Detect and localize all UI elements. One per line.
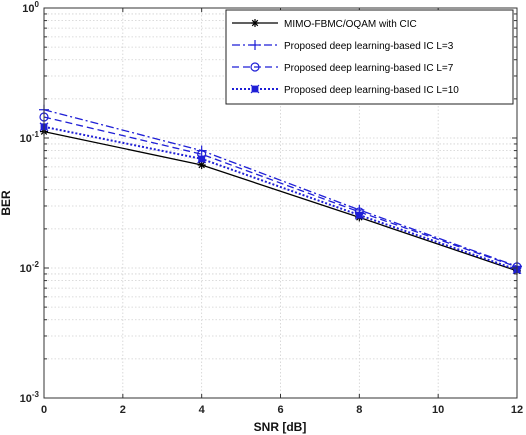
x-tick-label: 8 xyxy=(356,404,362,416)
legend-label: MIMO-FBMC/OQAM with CIC xyxy=(284,19,417,30)
data-point-marker xyxy=(250,40,260,50)
legend-item: Proposed deep learning-based IC L=10 xyxy=(232,84,459,96)
legend-label: Proposed deep learning-based IC L=3 xyxy=(284,41,454,52)
y-tick-base: 10 xyxy=(20,263,32,275)
y-tick-label: 100 xyxy=(22,0,39,15)
legend-item: Proposed deep learning-based IC L=7 xyxy=(232,62,454,74)
y-tick-base: 10 xyxy=(22,3,34,15)
y-tick-base: 10 xyxy=(20,393,32,405)
series-line xyxy=(43,130,518,272)
x-tick-label: 0 xyxy=(41,404,47,416)
legend-label: Proposed deep learning-based IC L=7 xyxy=(284,63,454,74)
x-tick-label: 4 xyxy=(199,404,206,416)
y-tick-exponent: -1 xyxy=(32,130,40,139)
x-tick-label: 2 xyxy=(120,404,126,416)
data-point-marker xyxy=(250,84,260,94)
legend: MIMO-FBMC/OQAM with CIC Proposed deep lea… xyxy=(225,9,514,105)
series-line xyxy=(43,116,518,268)
x-tick-label: 6 xyxy=(277,404,283,416)
y-tick-exponent: -2 xyxy=(32,260,40,269)
x-tick-label: 12 xyxy=(511,404,523,416)
data-point-marker xyxy=(197,154,207,164)
y-tick-exponent: -3 xyxy=(32,390,40,399)
series-line xyxy=(43,125,518,271)
y-tick-base: 10 xyxy=(20,133,32,145)
y-tick-label: 10-2 xyxy=(20,260,40,275)
legend-item: Proposed deep learning-based IC L=3 xyxy=(232,40,454,52)
y-tick-label: 10-3 xyxy=(20,390,40,405)
data-point-marker xyxy=(354,210,364,220)
y-tick-exponent: 0 xyxy=(35,0,40,9)
legend-item: MIMO-FBMC/OQAM with CIC xyxy=(232,19,417,30)
series-line xyxy=(43,109,518,267)
x-tick-label: 10 xyxy=(432,404,444,416)
y-tick-label: 10-1 xyxy=(20,130,40,145)
legend-label: Proposed deep learning-based IC L=10 xyxy=(284,85,459,96)
data-point-marker xyxy=(251,19,259,27)
y-axis-label: BER xyxy=(0,190,13,216)
data-point-marker xyxy=(250,62,260,72)
x-axis-label: SNR [dB] xyxy=(254,420,307,434)
